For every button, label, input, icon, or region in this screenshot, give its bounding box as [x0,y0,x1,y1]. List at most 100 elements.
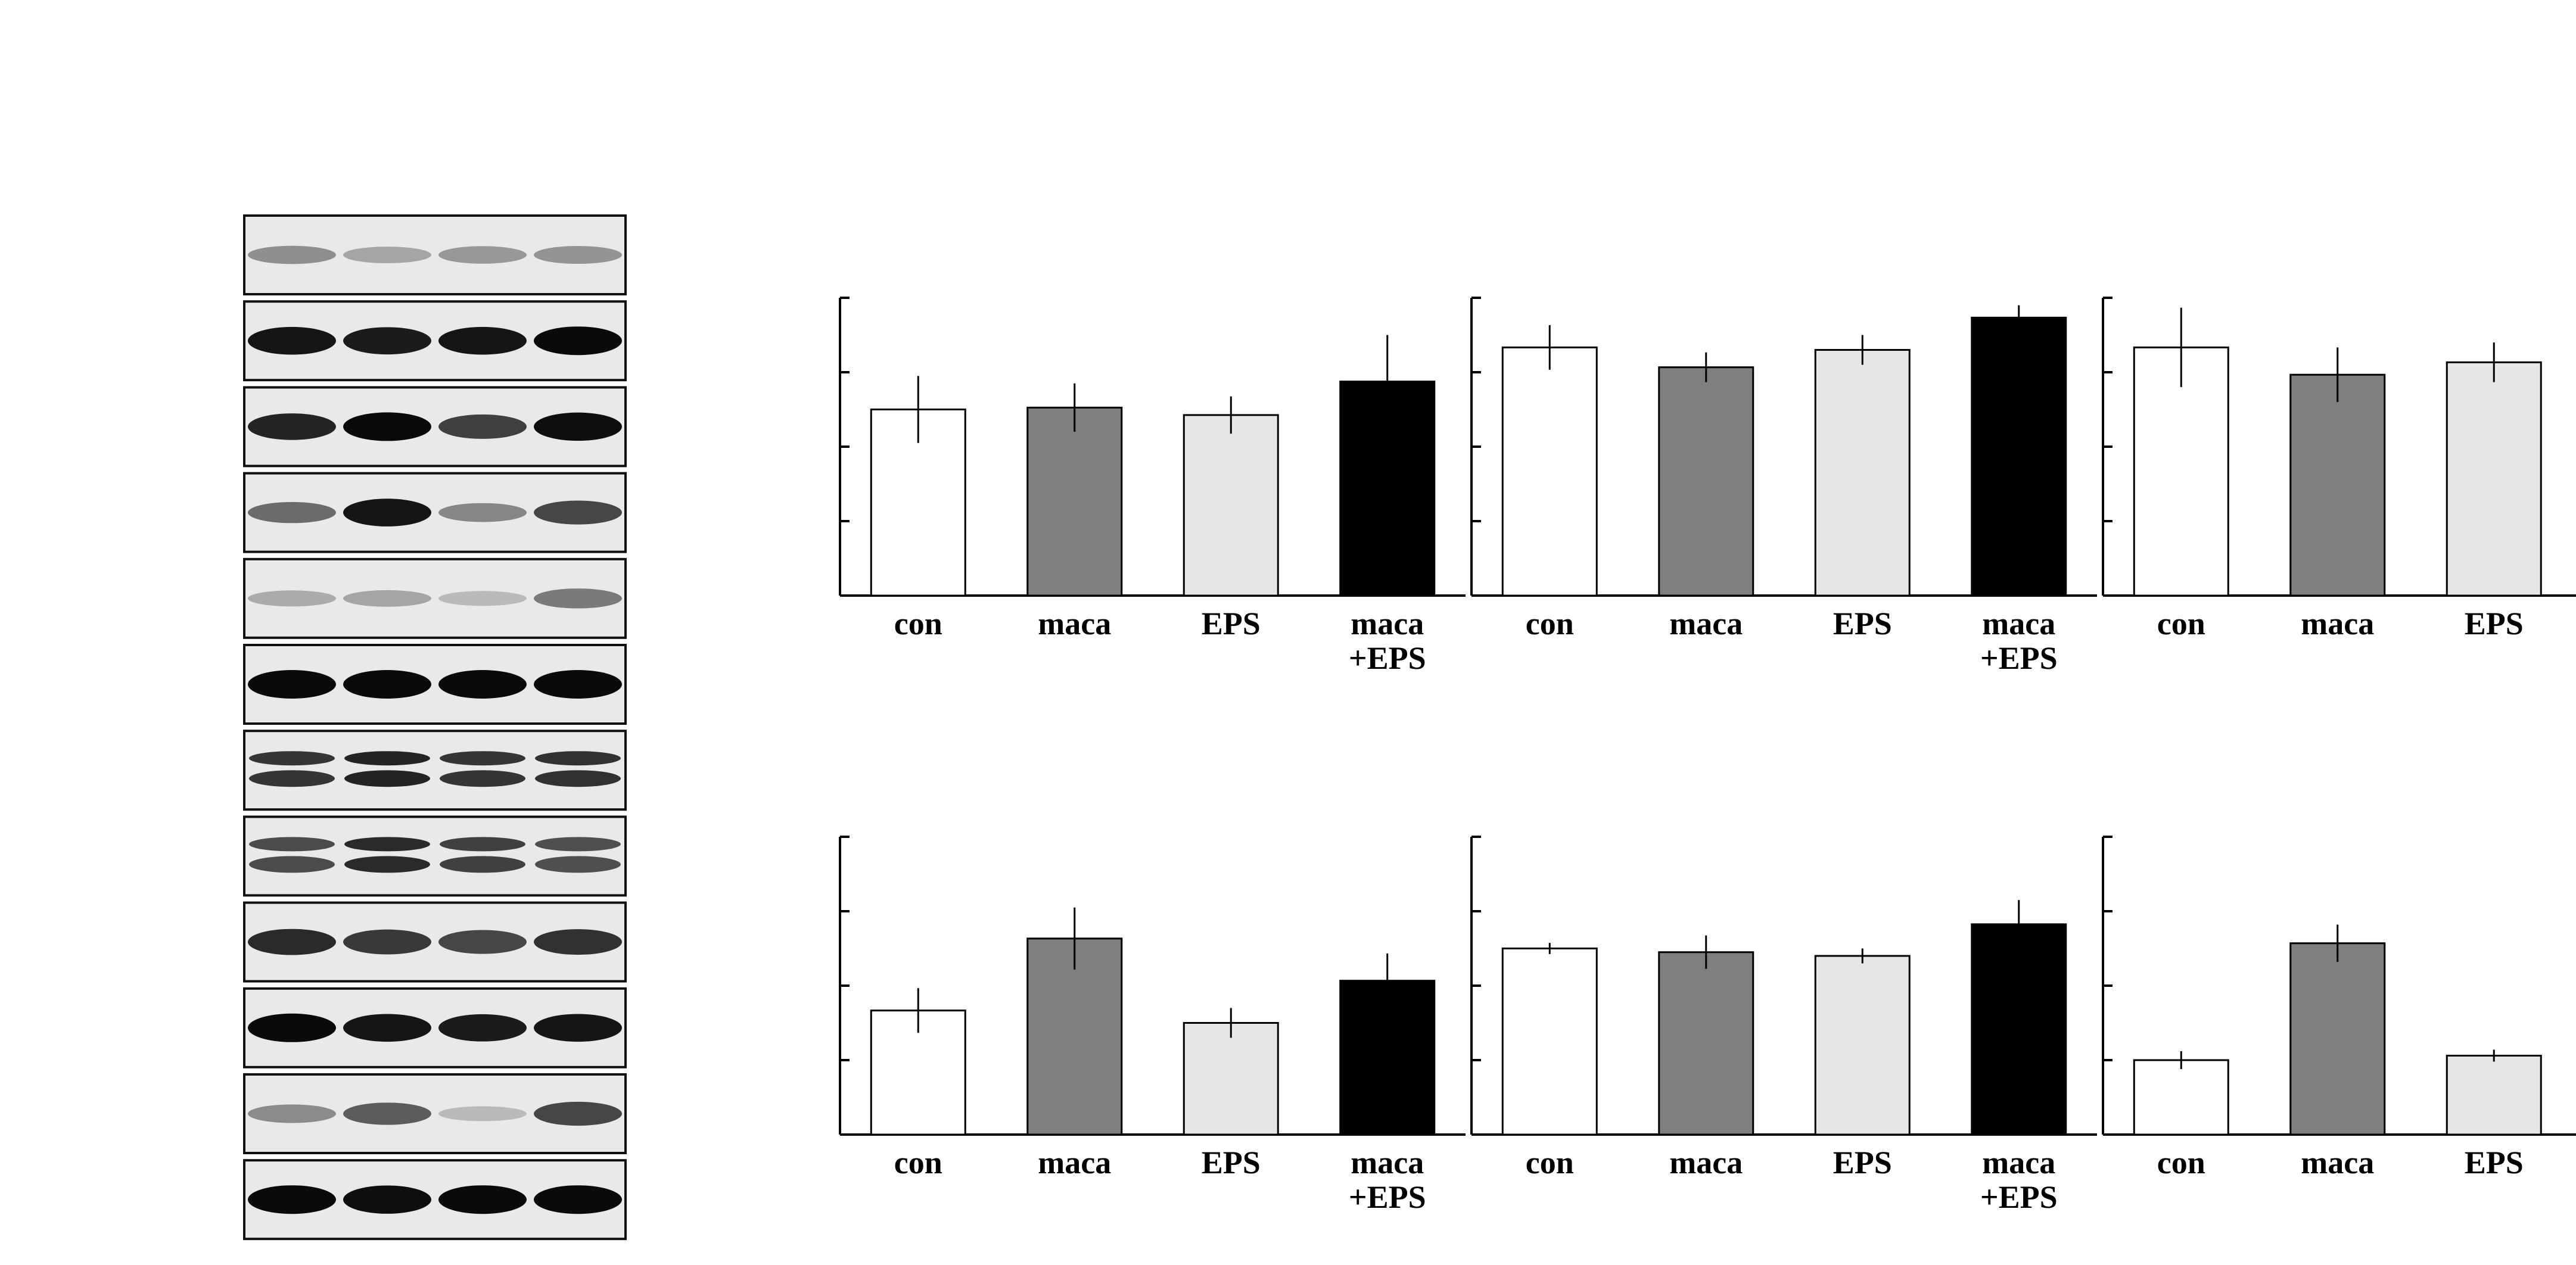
blot-band [248,326,336,355]
blot-band [534,929,622,955]
x-tick-label: maca +EPS [1980,606,2058,676]
western-blot-panel [243,214,627,1241]
x-tick-label: maca [1038,606,1111,641]
chart-panel-a: con maca EPS maca +EPS [839,297,1466,676]
blot-band [535,837,621,852]
blot-band [534,1014,622,1042]
blot-band [438,414,527,439]
blot-band [343,327,431,355]
blot-band [248,413,336,440]
blot-band [248,590,336,607]
blot-strip [243,815,627,897]
x-tick-label: EPS [1202,606,1261,641]
blot-band [249,770,335,787]
bar-con [1501,948,1598,1136]
blot-band [344,770,430,787]
blot-band [438,503,527,522]
x-tick-label: EPS [2465,606,2524,641]
bar-con [1501,346,1598,597]
blot-band [248,1013,336,1042]
blot-band [248,929,336,955]
bar-maca [1658,366,1754,597]
blot-band [534,412,622,441]
blot-band [343,412,431,441]
bar-maca [2289,373,2386,597]
blot-band [440,770,525,787]
x-tick-label: con [2157,1145,2205,1180]
blot-band [438,670,527,699]
x-tick-label: con [1526,1145,1574,1180]
bar-EPS [1814,955,1911,1136]
blot-band [343,1185,431,1214]
blot-band [249,751,335,766]
blot-band [248,1104,336,1123]
blot-band [535,751,621,766]
x-tick-label: maca [1038,1145,1111,1180]
blot-band [534,245,622,264]
x-tick-label: con [2157,606,2205,641]
x-tick-label: maca +EPS [1349,1145,1426,1215]
blot-band [343,1014,431,1042]
x-tick-label: EPS [1833,1145,1892,1180]
blot-band [248,501,336,524]
blot-band [534,500,622,525]
x-tick-label: con [894,606,942,641]
blot-band [440,751,525,766]
bar-maca [2289,942,2386,1136]
blot-band [438,591,527,606]
bar-maca [1026,937,1123,1136]
chart-panel-e: con maca EPS maca +EPS [1470,836,2097,1215]
x-tick-label: maca +EPS [1980,1145,2058,1215]
x-tick-label: maca [2301,606,2374,641]
x-tick-label: EPS [2465,1145,2524,1180]
blot-band [343,1102,431,1125]
blot-band [343,590,431,607]
bar-con [2133,1059,2229,1136]
blot-band [248,670,336,699]
bar-maca [1026,406,1123,597]
blot-band [534,670,622,699]
bar-EPS [2446,361,2542,597]
blot-band [438,246,527,264]
blot-band [438,1106,527,1121]
x-tick-label: maca [2301,1145,2374,1180]
blot-band [343,498,431,526]
blot-band [534,588,622,609]
blot-band [344,837,430,852]
blot-band [344,751,430,766]
x-tick-label: con [894,1145,942,1180]
blot-band [534,1101,622,1126]
blot-band [438,1014,527,1042]
x-tick-label: EPS [1833,606,1892,641]
bar-EPS [1814,349,1911,597]
blot-strip [243,730,627,811]
bar-EPS [1183,1022,1279,1136]
bar-maca+EPS [1339,980,1436,1136]
blot-band [343,670,431,699]
blot-band [534,1185,622,1214]
blot-band [438,930,527,954]
blot-band [343,929,431,955]
bar-EPS [1183,414,1279,597]
blot-band [343,247,431,263]
bar-maca+EPS [1971,923,2067,1136]
blot-band [438,1185,527,1214]
bar-charts: con maca EPS maca +EPS con maca EPS maca +EPS con m… [839,297,2576,1215]
blot-band [534,326,622,356]
chart-panel-b: con maca EPS maca +EPS [1470,297,2097,676]
blot-band [440,856,525,873]
x-tick-label: maca [1669,1145,1743,1180]
blot-band [438,326,527,355]
blot-band [344,856,430,873]
blot-band [535,856,621,873]
blot-band [248,245,336,264]
x-tick-label: EPS [1202,1145,1261,1180]
blot-band [249,837,335,852]
blot-band [440,837,525,852]
bar-maca+EPS [1971,316,2067,597]
bar-EPS [2446,1055,2542,1136]
chart-panel-d: con maca EPS maca +EPS [839,836,1466,1215]
